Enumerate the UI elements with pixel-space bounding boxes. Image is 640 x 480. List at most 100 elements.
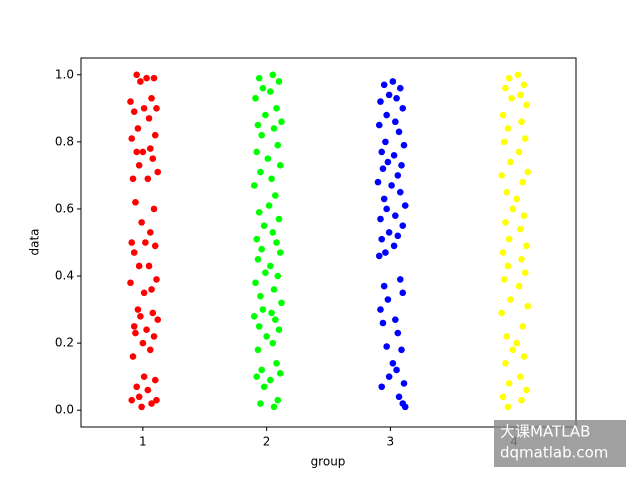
- point: [278, 299, 285, 307]
- point: [400, 380, 408, 387]
- y-tick-label: 0.0: [55, 403, 74, 417]
- point: [145, 115, 153, 122]
- point: [128, 396, 136, 404]
- point: [505, 74, 513, 82]
- point: [139, 148, 147, 156]
- point: [507, 158, 514, 166]
- point: [128, 135, 136, 142]
- point: [382, 138, 389, 146]
- point: [380, 195, 388, 203]
- point: [523, 101, 530, 109]
- point: [509, 346, 517, 354]
- point: [380, 81, 388, 89]
- point: [144, 175, 152, 183]
- point: [519, 178, 527, 186]
- point: [264, 155, 272, 162]
- point: [268, 175, 275, 183]
- point: [135, 393, 143, 401]
- point: [275, 215, 283, 223]
- point: [130, 249, 138, 256]
- point: [521, 135, 529, 142]
- point: [517, 225, 524, 233]
- point: [149, 309, 157, 317]
- point: [507, 296, 514, 303]
- point: [274, 272, 282, 280]
- point: [499, 249, 507, 256]
- point: [276, 162, 284, 169]
- point: [505, 235, 513, 243]
- point: [274, 396, 282, 404]
- point: [144, 386, 152, 394]
- y-tick-label: 0.2: [55, 336, 74, 350]
- point: [258, 131, 265, 139]
- point: [394, 172, 402, 179]
- point: [499, 111, 507, 119]
- point: [500, 138, 508, 146]
- point: [275, 78, 283, 85]
- point: [153, 105, 160, 112]
- point: [509, 205, 517, 213]
- point: [259, 306, 267, 313]
- point: [508, 94, 515, 102]
- point: [380, 282, 388, 290]
- point: [137, 78, 144, 85]
- point: [138, 403, 145, 411]
- point: [140, 373, 148, 380]
- point: [269, 71, 277, 79]
- point: [274, 141, 282, 149]
- point: [396, 84, 404, 92]
- point: [515, 148, 523, 156]
- point: [253, 235, 261, 243]
- point: [389, 78, 397, 85]
- point: [147, 229, 154, 236]
- point: [399, 105, 407, 112]
- point: [267, 262, 274, 270]
- y-tick-label: 0.4: [55, 269, 74, 283]
- point: [498, 172, 506, 179]
- point: [127, 279, 134, 287]
- watermark-box: [494, 420, 626, 467]
- point: [383, 343, 390, 350]
- point: [140, 289, 148, 297]
- point: [273, 105, 280, 112]
- point: [150, 74, 158, 82]
- point: [153, 396, 160, 404]
- point: [393, 366, 400, 374]
- point: [137, 313, 144, 320]
- point: [132, 198, 139, 206]
- point: [395, 128, 403, 136]
- point: [148, 400, 155, 407]
- point: [140, 105, 148, 112]
- point: [255, 209, 263, 216]
- y-tick-label: 0.6: [55, 201, 74, 215]
- point: [143, 326, 150, 334]
- x-tick-label: 1: [139, 435, 147, 449]
- point: [505, 380, 513, 387]
- point: [273, 359, 280, 367]
- point: [383, 111, 390, 119]
- point: [523, 386, 530, 394]
- point: [378, 235, 386, 243]
- point: [374, 178, 382, 186]
- point: [259, 84, 267, 92]
- point: [392, 212, 399, 219]
- point: [148, 94, 155, 102]
- point: [269, 339, 277, 347]
- point: [517, 373, 524, 380]
- point: [269, 229, 277, 236]
- point: [133, 148, 140, 156]
- point: [254, 255, 262, 263]
- x-axis-label: group: [311, 455, 346, 469]
- point: [267, 376, 274, 384]
- point: [383, 205, 390, 213]
- point: [392, 316, 399, 323]
- point: [392, 118, 399, 126]
- point: [400, 141, 408, 149]
- point: [130, 108, 138, 115]
- point: [398, 162, 405, 169]
- point: [270, 403, 278, 411]
- point: [401, 403, 409, 411]
- point: [390, 242, 398, 250]
- point: [130, 323, 138, 330]
